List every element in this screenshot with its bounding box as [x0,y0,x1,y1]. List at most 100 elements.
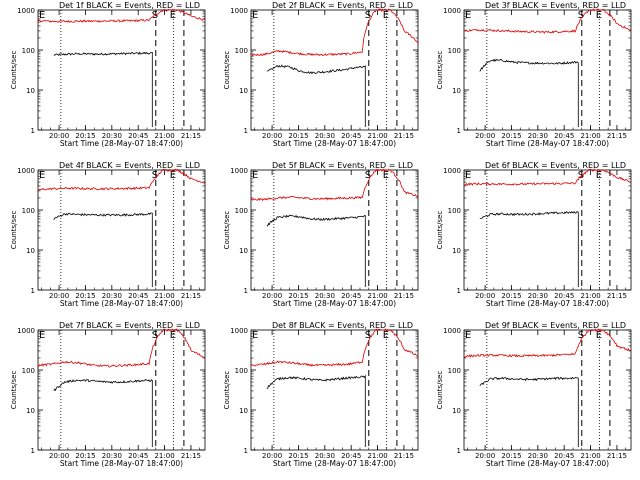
event-marker-label: S [578,10,584,21]
x-tick-label: 21:00 [580,132,600,140]
y-axis-label: Counts/sec [223,211,231,250]
x-tick-label: 21:15 [607,452,627,460]
y-tick-label: 100 [22,207,35,215]
x-tick-label: 21:15 [394,292,414,300]
y-axis-label: Counts/sec [10,51,18,90]
event-marker-label: E [596,170,602,181]
y-axis-label: Counts/sec [436,211,444,250]
x-tick-label: 20:15 [501,292,521,300]
x-tick-label: 20:15 [501,452,521,460]
x-tick-label: 20:30 [528,292,548,300]
y-tick-label: 10 [452,247,461,255]
x-tick-label: 20:00 [49,452,69,460]
event-marker-label: E [596,330,602,341]
y-tick-label: 1 [31,287,35,295]
event-marker-label: S [152,10,158,21]
event-marker-label: E [383,10,389,21]
y-tick-label: 1 [31,127,35,135]
x-tick-label: 20:30 [315,452,335,460]
x-tick-label: 21:15 [607,292,627,300]
y-tick-label: 100 [22,367,35,375]
event-marker-label: S [578,330,584,341]
event-marker-label: E [465,330,471,341]
lld-series-line [250,8,419,57]
y-tick-label: 1 [244,287,248,295]
chart-panel: Det 1f BLACK = Events, RED = LLD 1 10 100 10… [10,1,206,148]
x-tick-label: 20:15 [288,132,308,140]
event-marker-label: E [252,170,258,181]
x-tick-label: 21:15 [181,132,201,140]
y-tick-label: 1000 [443,167,461,175]
x-tick-label: 20:45 [554,132,574,140]
events-series-line [53,379,153,447]
x-tick-label: 20:00 [49,292,69,300]
y-tick-label: 10 [239,247,248,255]
plot-frame [463,169,632,291]
chart-panel: Det 7f BLACK = Events, RED = LLD 1 10 100 10… [10,321,206,468]
lld-series-line [37,8,206,24]
event-marker-label: S [365,170,371,181]
y-tick-label: 100 [448,47,461,55]
x-tick-label: 20:30 [102,452,122,460]
x-axis-label: Start Time (28-May-07 18:47:00) [273,299,396,308]
x-tick-label: 21:00 [580,292,600,300]
plot-frame [250,169,419,291]
y-axis-label: Counts/sec [10,211,18,250]
plot-frame [250,9,419,131]
x-tick-label: 20:30 [102,132,122,140]
plot-frame [250,329,419,451]
chart-panel: Det 6f BLACK = Events, RED = LLD 1 10 100 10… [436,161,632,308]
lld-series-line [463,328,632,358]
x-axis-label: Start Time (28-May-07 18:47:00) [273,459,396,468]
y-axis-label: Counts/sec [223,51,231,90]
x-tick-label: 20:00 [475,452,495,460]
x-tick-label: 20:45 [341,292,361,300]
x-axis-label: Start Time (28-May-07 18:47:00) [60,299,183,308]
y-tick-label: 1000 [17,7,35,15]
y-tick-label: 1000 [443,327,461,335]
x-tick-label: 21:00 [367,132,387,140]
x-tick-label: 21:00 [367,452,387,460]
x-tick-label: 20:45 [554,452,574,460]
events-series-line [53,212,153,287]
y-axis-label: Counts/sec [436,371,444,410]
events-series-line [266,214,366,287]
chart-title: Det 2f BLACK = Events, RED = LLD [272,1,413,10]
y-tick-label: 10 [452,87,461,95]
chart-panel: Det 8f BLACK = Events, RED = LLD 1 10 100 10… [223,321,419,468]
y-tick-label: 1000 [230,7,248,15]
plot-frame [37,9,206,131]
event-marker-label: E [39,10,45,21]
x-tick-label: 20:30 [102,292,122,300]
x-axis-label: Start Time (28-May-07 18:47:00) [486,139,609,148]
y-tick-label: 100 [448,207,461,215]
chart-title: Det 6f BLACK = Events, RED = LLD [485,161,626,170]
x-axis-label: Start Time (28-May-07 18:47:00) [486,459,609,468]
x-tick-label: 20:30 [528,452,548,460]
x-tick-label: 20:45 [341,132,361,140]
y-tick-label: 1 [457,287,461,295]
y-tick-label: 1 [457,127,461,135]
events-series-line [266,374,366,447]
chart-title: Det 4f BLACK = Events, RED = LLD [59,161,200,170]
event-marker-label: E [252,330,258,341]
y-tick-label: 1 [31,447,35,455]
x-tick-label: 20:45 [341,452,361,460]
y-axis-label: Counts/sec [223,371,231,410]
chart-title: Det 9f BLACK = Events, RED = LLD [485,321,626,330]
x-tick-label: 20:30 [315,132,335,140]
x-axis-label: Start Time (28-May-07 18:47:00) [60,459,183,468]
x-tick-label: 21:00 [154,132,174,140]
x-tick-label: 21:00 [154,452,174,460]
y-tick-label: 1 [244,127,248,135]
y-tick-label: 10 [239,87,248,95]
x-tick-label: 20:00 [475,132,495,140]
x-tick-label: 20:45 [554,292,574,300]
events-series-line [266,64,366,127]
events-series-line [479,58,579,127]
chart-panel: Det 2f BLACK = Events, RED = LLD 1 10 100 10… [223,1,419,148]
event-marker-label: E [252,10,258,21]
y-tick-label: 100 [235,47,248,55]
lld-series-line [463,168,632,186]
x-tick-label: 20:00 [262,452,282,460]
